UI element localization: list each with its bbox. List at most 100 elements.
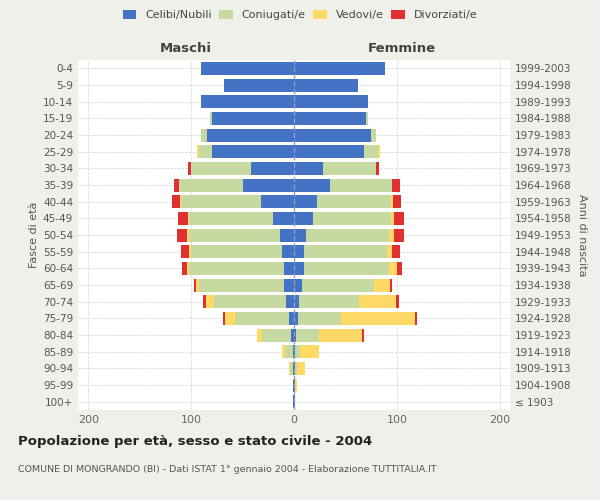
Legend: Celibi/Nubili, Coniugati/e, Vedovi/e, Divorziati/e: Celibi/Nubili, Coniugati/e, Vedovi/e, Di… — [118, 6, 482, 25]
Bar — [182, 262, 187, 275]
Bar — [294, 95, 368, 108]
Bar — [294, 362, 295, 375]
Bar — [391, 195, 393, 208]
Bar — [294, 128, 371, 141]
Bar — [291, 328, 294, 342]
Bar — [319, 328, 362, 342]
Bar — [178, 212, 188, 225]
Text: Femmine: Femmine — [368, 42, 436, 55]
Bar — [209, 112, 212, 125]
Bar — [366, 112, 368, 125]
Bar — [293, 345, 294, 358]
Bar — [296, 328, 319, 342]
Bar — [391, 212, 394, 225]
Bar — [191, 245, 281, 258]
Bar — [317, 195, 391, 208]
Bar — [179, 178, 242, 192]
Bar — [394, 212, 404, 225]
Bar — [206, 128, 294, 141]
Bar — [294, 245, 304, 258]
Bar — [295, 378, 297, 392]
Bar — [196, 278, 199, 291]
Bar — [257, 328, 262, 342]
Bar — [281, 245, 294, 258]
Bar — [293, 378, 294, 392]
Bar — [199, 278, 284, 291]
Text: Popolazione per età, sesso e stato civile - 2004: Popolazione per età, sesso e stato civil… — [18, 435, 372, 448]
Bar — [294, 395, 295, 408]
Bar — [392, 245, 400, 258]
Bar — [392, 178, 400, 192]
Bar — [286, 295, 294, 308]
Bar — [298, 312, 341, 325]
Bar — [294, 278, 302, 291]
Bar — [242, 178, 294, 192]
Bar — [294, 345, 295, 358]
Bar — [294, 78, 358, 92]
Bar — [294, 378, 295, 392]
Bar — [294, 212, 313, 225]
Bar — [261, 195, 294, 208]
Bar — [289, 312, 294, 325]
Bar — [371, 128, 376, 141]
Bar — [294, 162, 323, 175]
Bar — [386, 245, 392, 258]
Bar — [212, 112, 294, 125]
Text: Maschi: Maschi — [160, 42, 212, 55]
Bar — [194, 278, 196, 291]
Bar — [188, 162, 191, 175]
Bar — [280, 228, 294, 241]
Bar — [172, 195, 180, 208]
Bar — [189, 228, 280, 241]
Bar — [197, 145, 199, 158]
Bar — [224, 78, 294, 92]
Bar — [294, 262, 304, 275]
Bar — [180, 195, 181, 208]
Bar — [189, 245, 191, 258]
Y-axis label: Fasce di età: Fasce di età — [29, 202, 39, 268]
Bar — [376, 162, 379, 175]
Bar — [313, 212, 391, 225]
Bar — [202, 62, 294, 75]
Bar — [304, 262, 389, 275]
Bar — [214, 295, 286, 308]
Text: COMUNE DI MONGRANDO (BI) - Dati ISTAT 1° gennaio 2004 - Elaborazione TUTTITALIA.: COMUNE DI MONGRANDO (BI) - Dati ISTAT 1°… — [18, 465, 437, 474]
Bar — [295, 345, 300, 358]
Bar — [202, 128, 206, 141]
Bar — [290, 362, 293, 375]
Bar — [294, 228, 307, 241]
Bar — [223, 312, 225, 325]
Bar — [379, 145, 380, 158]
Bar — [307, 228, 389, 241]
Bar — [362, 328, 364, 342]
Bar — [187, 262, 189, 275]
Bar — [191, 162, 251, 175]
Bar — [294, 312, 298, 325]
Bar — [294, 178, 330, 192]
Bar — [284, 262, 294, 275]
Bar — [359, 295, 396, 308]
Bar — [202, 95, 294, 108]
Bar — [293, 395, 294, 408]
Bar — [235, 312, 289, 325]
Bar — [294, 295, 299, 308]
Bar — [212, 145, 294, 158]
Bar — [225, 312, 235, 325]
Bar — [281, 345, 285, 358]
Bar — [299, 295, 359, 308]
Bar — [206, 295, 214, 308]
Bar — [173, 178, 179, 192]
Bar — [285, 345, 293, 358]
Bar — [394, 228, 404, 241]
Bar — [302, 278, 374, 291]
Bar — [284, 278, 294, 291]
Bar — [294, 195, 317, 208]
Bar — [181, 195, 261, 208]
Bar — [374, 278, 389, 291]
Bar — [393, 195, 401, 208]
Bar — [294, 62, 385, 75]
Bar — [289, 362, 290, 375]
Bar — [203, 295, 206, 308]
Bar — [294, 145, 364, 158]
Bar — [251, 162, 294, 175]
